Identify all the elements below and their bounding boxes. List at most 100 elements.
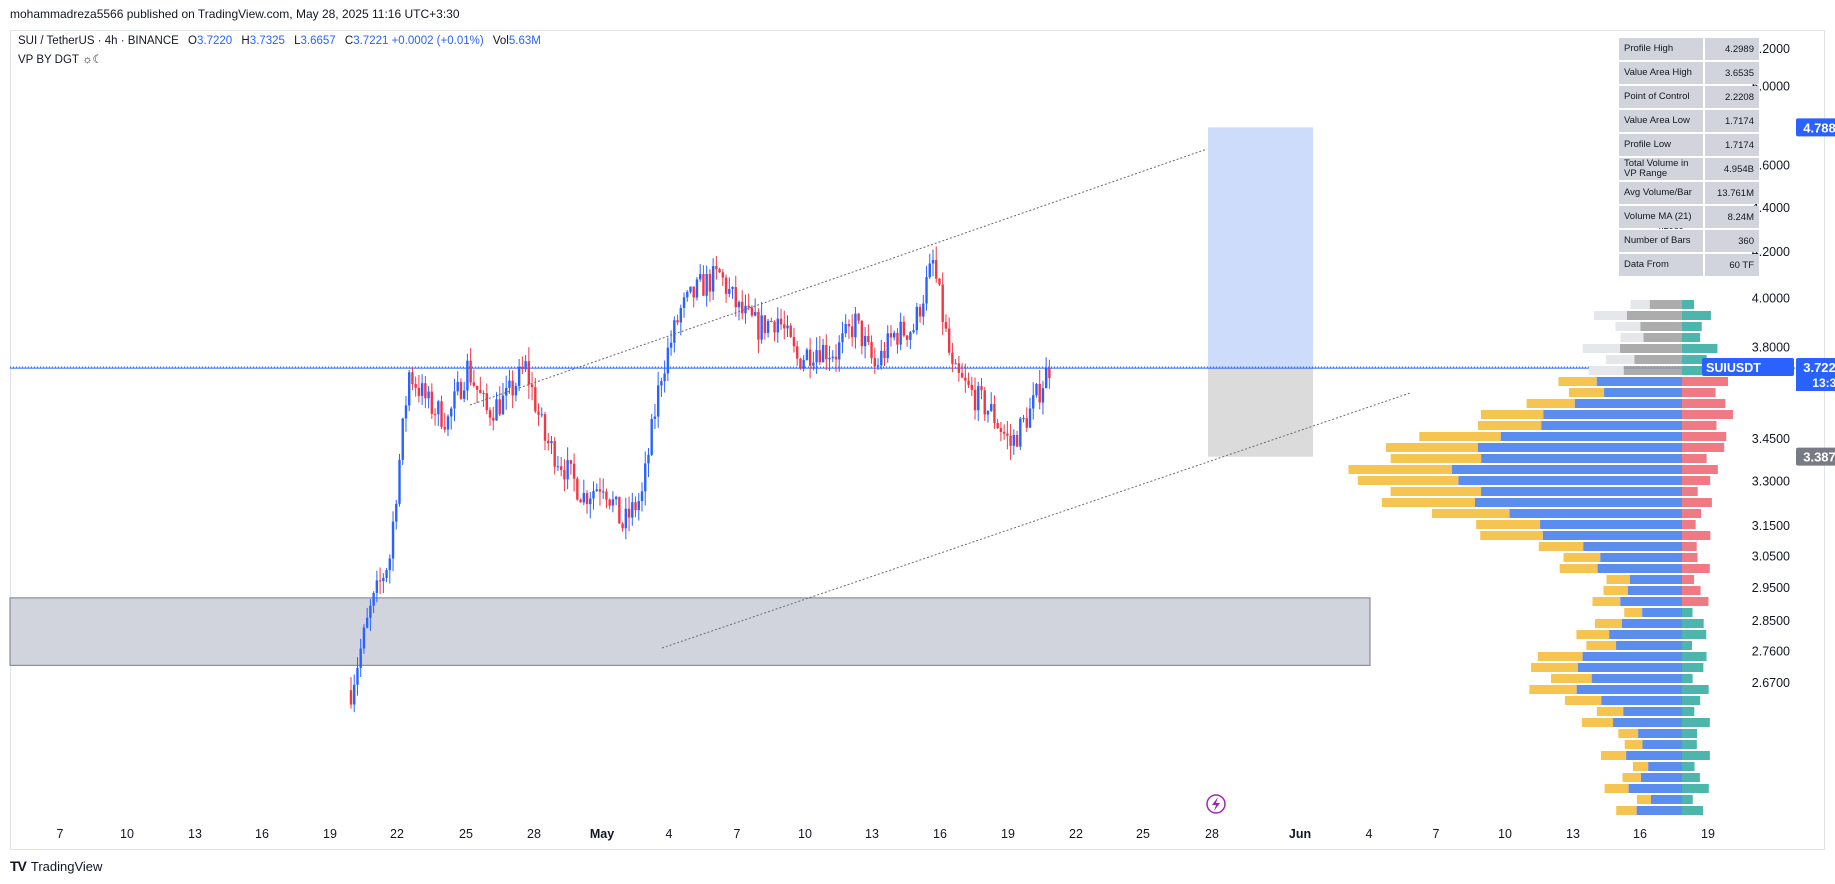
candle-body — [521, 366, 524, 370]
vp-bar-right — [1682, 564, 1710, 573]
candle-body — [993, 404, 996, 423]
candle-body — [398, 459, 401, 504]
high-label: H — [241, 35, 250, 47]
vp-stat-label: Point of Control — [1619, 86, 1703, 108]
vp-bar-outer — [1357, 476, 1459, 485]
candle-body — [618, 496, 621, 524]
candle — [799, 357, 802, 370]
vp-stat-value: 1.7174 — [1705, 134, 1759, 156]
candle-body — [631, 502, 634, 518]
candle-body — [957, 363, 961, 373]
candle — [702, 265, 705, 296]
vp-bar-right — [1682, 487, 1698, 496]
vp-bar-inner — [1604, 388, 1682, 397]
candle — [741, 290, 744, 320]
y-axis-tick-label: 4.0000 — [1752, 292, 1790, 306]
candle — [1012, 429, 1016, 455]
vp-bar-inner — [1543, 410, 1682, 419]
candle-body — [721, 272, 725, 278]
candle — [1009, 423, 1012, 460]
candle — [614, 495, 618, 506]
candle — [576, 476, 579, 501]
hide-icon[interactable]: ☾ — [92, 54, 103, 66]
candle-body — [430, 391, 434, 414]
candle — [375, 570, 379, 603]
candle-body — [417, 387, 421, 396]
candle — [424, 376, 427, 409]
indicator-legend[interactable]: VP BY DGT ☼☾ — [18, 52, 103, 66]
candle-body — [621, 523, 624, 529]
candle-body — [673, 320, 676, 343]
footer-brand[interactable]: TV TradingView — [10, 858, 102, 874]
candle — [572, 453, 576, 492]
candle-body — [983, 390, 986, 415]
candle — [411, 367, 414, 391]
candle-body — [964, 377, 967, 381]
candle — [699, 264, 702, 282]
vp-bar-right — [1682, 333, 1701, 342]
y-axis-tick-label: 4.6000 — [1752, 159, 1790, 173]
candle-body — [686, 291, 689, 298]
candle — [753, 298, 757, 317]
x-axis-tick-label: 19 — [323, 827, 337, 841]
candle-body — [362, 627, 366, 649]
vp-stat-label: Total Volume in VP Range — [1619, 158, 1703, 180]
vp-stat-value: 60 TF — [1705, 254, 1759, 276]
candle-body — [572, 463, 576, 479]
candle — [834, 344, 838, 372]
vp-bar-inner — [1628, 784, 1682, 793]
candle-body — [517, 366, 521, 386]
candle-body — [715, 266, 718, 270]
vp-bar-right — [1682, 531, 1711, 540]
vp-bar-inner — [1577, 663, 1682, 672]
candle-body — [831, 356, 834, 358]
vp-bar-outer — [1390, 487, 1482, 496]
candle-body — [656, 385, 660, 417]
candle — [999, 421, 1003, 442]
candle-body — [689, 286, 692, 292]
candle-body — [511, 380, 514, 396]
candle — [466, 353, 469, 401]
candle — [644, 451, 647, 506]
vp-bar-right — [1682, 762, 1695, 771]
vp-bar-outer — [1618, 729, 1639, 738]
candle-body — [870, 341, 873, 359]
candle-body — [669, 342, 673, 348]
candle-body — [666, 347, 670, 374]
symbol-name[interactable]: SUI / TetherUS · 4h · BINANCE — [18, 35, 179, 47]
candle-body — [695, 279, 699, 298]
candle — [362, 624, 366, 654]
candle — [734, 275, 737, 317]
candle — [408, 369, 411, 412]
candle-body — [799, 358, 802, 369]
candle-body — [844, 324, 847, 334]
candle — [796, 340, 799, 366]
candle-body — [592, 490, 595, 499]
symbol-price-tag: SUIUSDT — [1702, 358, 1794, 377]
vp-bar-inner — [1634, 355, 1682, 364]
candle — [893, 330, 896, 341]
vp-bar-outer — [1563, 553, 1601, 562]
vp-bar-outer — [1606, 575, 1630, 584]
vp-stat-label: Value Area High — [1619, 62, 1703, 84]
candle — [540, 407, 543, 418]
candle-body — [375, 580, 379, 593]
candle — [537, 403, 540, 426]
candle — [886, 325, 889, 363]
vp-bar-outer — [1596, 707, 1624, 716]
candle-body — [582, 493, 585, 503]
countdown-text: 13:30 — [1812, 376, 1835, 390]
candle-body — [918, 306, 922, 317]
candle — [850, 314, 854, 347]
candle-body — [663, 373, 666, 382]
settings-icon[interactable]: ☼ — [81, 54, 93, 66]
vp-bar-right — [1682, 663, 1704, 672]
candle-body — [935, 259, 938, 279]
x-axis-tick-label: 13 — [1566, 827, 1580, 841]
candle — [802, 354, 805, 372]
candle-body — [369, 605, 372, 618]
candle-body — [479, 389, 482, 394]
candle — [579, 498, 582, 503]
vp-bar-outer — [1581, 718, 1614, 727]
